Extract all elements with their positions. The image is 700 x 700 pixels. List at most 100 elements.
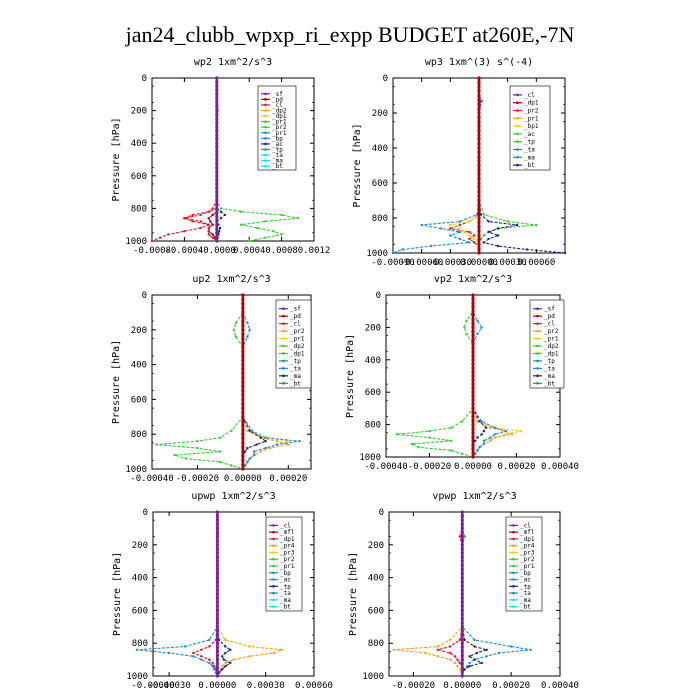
legend-label: _pr1 [520,563,535,570]
series-point [192,651,195,655]
zero-budget-marker [471,346,475,350]
legend-label: _sf [544,306,555,313]
series-point [482,213,485,216]
zero-budget-marker [460,584,464,588]
legend: _cl_mfl_dp1_pr4_pr3_pr2_pr1_bp_ac_tp_ta_… [505,516,543,612]
series-point [253,450,256,453]
legend-marker [272,591,275,595]
legend-marker [264,137,267,140]
x-tick-label: -0.00040 [130,474,173,484]
series-point [246,429,249,432]
series-point [173,453,176,457]
zero-budget-marker [215,194,219,198]
zero-budget-marker [241,345,245,349]
series-line-dp1 [156,295,244,470]
legend-marker [264,159,267,162]
zero-budget-marker [241,310,245,314]
legend-label: _bp [520,570,531,577]
series-point [468,665,471,668]
series-point [484,426,488,429]
series-point [448,645,452,648]
legend-box [509,85,551,171]
series-point [219,210,223,213]
panel-title: up2 1xm^2/s^3 [192,274,270,285]
legend-label: _pd [272,96,283,103]
zero-budget-marker [460,543,464,547]
series-point [219,217,223,220]
series-point [493,426,496,429]
zero-budget-marker [215,129,219,133]
panel-title: wp3 1xm^(3) s^(-4) [425,57,533,68]
series-point [468,655,471,658]
series-point [218,230,221,233]
zero-budget-marker [460,555,464,559]
zero-budget-marker [241,450,245,454]
series-point [200,655,203,658]
zero-budget-marker [460,608,464,613]
series-point [410,442,414,446]
zero-budget-marker [215,571,219,576]
series-point [460,452,464,455]
x-tick-label: 0.00000 [460,258,498,268]
x-tick-label: 0.00020 [492,681,530,691]
series-point [458,668,461,671]
x-tick-label: 0.00000 [198,681,236,691]
zero-budget-marker [215,653,219,658]
y-tick-label: 1000 [125,465,147,475]
legend-label: _cl [290,321,301,328]
zero-budget-marker [215,157,219,162]
series-point [275,443,279,446]
zero-budget-marker [471,329,475,334]
series-point [155,443,158,446]
series-point [424,651,427,655]
zero-budget-marker [477,198,481,203]
zero-budget-marker [241,393,245,397]
legend-label: _dp1 [544,350,559,357]
series-point [460,420,464,423]
zero-budget-marker [471,305,475,309]
legend-label: _ta [280,590,291,597]
series-point [458,535,461,538]
legend-marker [536,352,539,355]
series-point [478,446,481,449]
y-tick-label: 0 [376,291,381,301]
legend-marker [264,148,267,151]
series-point [453,655,457,658]
legend-label: _tp [290,358,301,365]
series-point [480,326,483,329]
zero-budget-marker [215,617,219,621]
zero-budget-marker [471,394,475,398]
y-tick-label: 600 [365,388,381,398]
y-axis-label: Pressure [hPa] [345,334,356,418]
series-line-dp1 [191,512,218,676]
zero-budget-marker [215,645,219,649]
zero-budget-marker [215,231,219,235]
series-point [489,426,492,429]
series-point [218,450,222,453]
zero-budget-marker [460,649,464,654]
series-point [493,436,496,439]
zero-budget-marker [460,629,464,633]
series-point [191,213,194,217]
zero-budget-marker [477,220,481,224]
zero-budget-marker [215,600,219,604]
zero-budget-marker [460,674,464,678]
series-point [259,436,263,439]
legend-label: _tp [524,139,535,146]
legend-label: _bt [520,604,531,611]
legend-label: _mfl [280,529,295,536]
series-point [208,638,211,642]
y-tick-label: 0 [143,508,148,518]
series-point [519,429,523,433]
zero-budget-marker [215,235,219,239]
legend-marker [264,131,267,135]
legend-label: _ta [520,590,531,597]
legend-label: _bt [544,380,555,387]
legend-label: _ac [524,131,535,138]
legend-label: _pr1 [290,336,305,343]
series-line-dp1 [396,295,474,458]
zero-budget-marker [460,588,464,592]
zero-budget-marker [215,109,219,113]
zero-budget-marker [215,514,219,518]
